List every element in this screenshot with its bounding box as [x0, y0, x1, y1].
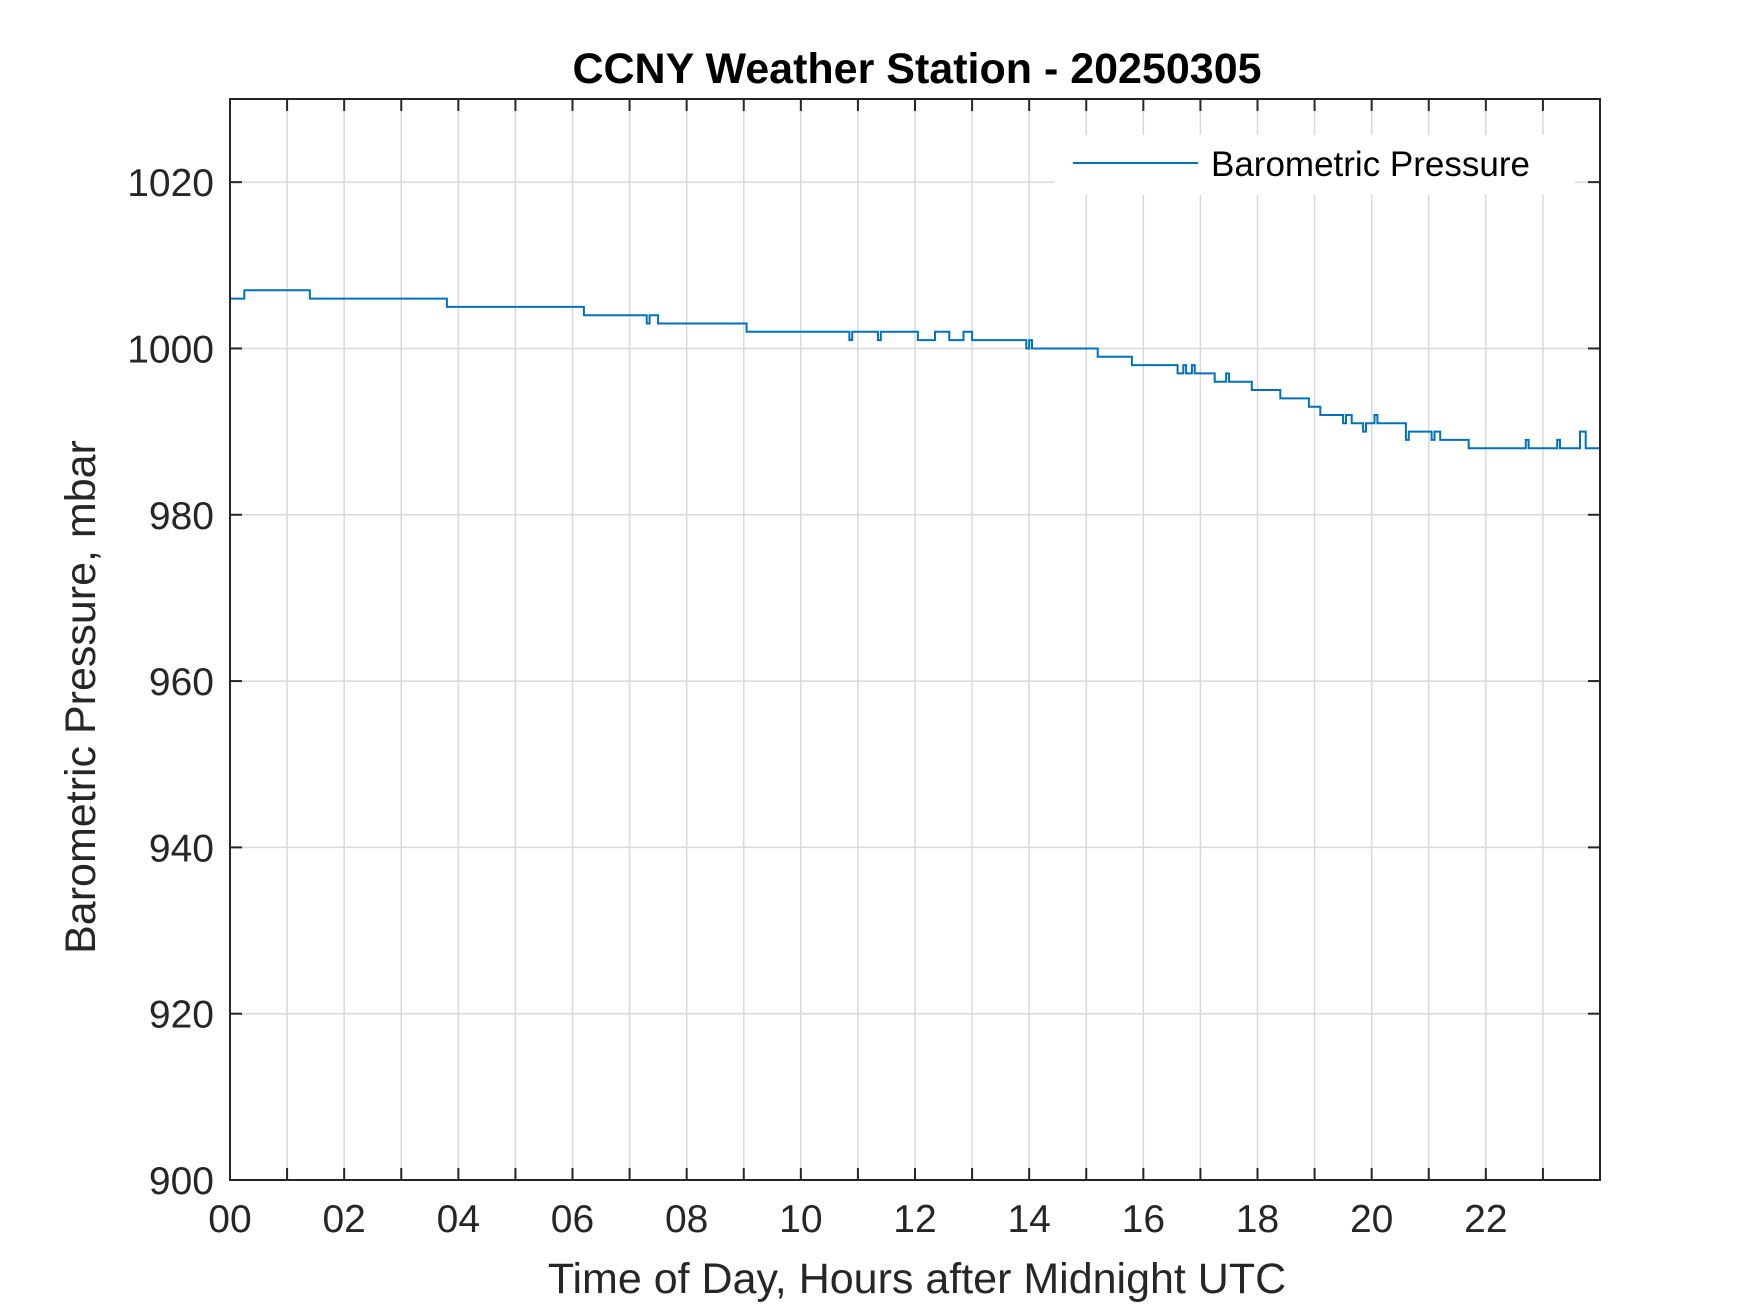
y-tick-labels: 900 920 940 960 980 1000 1020: [127, 162, 214, 1203]
chart-title: CCNY Weather Station - 20250305: [572, 45, 1261, 93]
y-axis-title: Barometric Pressure, mbar: [57, 440, 105, 954]
legend-box: [1055, 135, 1575, 195]
x-tick-label: 20: [1350, 1198, 1393, 1241]
x-tick-label: 06: [551, 1198, 594, 1241]
x-tick-label: 08: [665, 1198, 708, 1241]
y-tick-label: 980: [149, 495, 214, 538]
x-tick-label: 22: [1464, 1198, 1507, 1241]
axes-box: [229, 98, 1601, 1181]
y-tick-label: 1020: [127, 162, 214, 205]
x-tick-label: 02: [322, 1198, 365, 1241]
x-tick-label: 18: [1236, 1198, 1279, 1241]
axis-ticks: [230, 99, 1600, 1181]
y-tick-label: 1000: [127, 328, 214, 371]
series-layer: [230, 289, 1600, 450]
grid-lines: [230, 99, 1600, 1180]
x-tick-label: 14: [1007, 1198, 1050, 1241]
x-tick-label: 12: [893, 1198, 936, 1241]
x-tick-label: 10: [779, 1198, 822, 1241]
legend-label: Barometric Pressure: [1211, 145, 1530, 184]
y-tick-label: 940: [149, 827, 214, 870]
x-tick-labels: 00 02 04 06 08 10 12 14 16 18 20 22: [208, 1198, 1507, 1241]
y-tick-label: 960: [149, 661, 214, 704]
x-tick-label: 16: [1122, 1198, 1165, 1241]
legend: Barometric Pressure: [1055, 135, 1575, 195]
series-line-barometric-pressure: [230, 289, 1600, 450]
x-axis-title: Time of Day, Hours after Midnight UTC: [548, 1255, 1286, 1303]
y-tick-label: 900: [149, 1160, 214, 1203]
y-tick-label: 920: [149, 994, 214, 1037]
x-tick-label: 00: [208, 1198, 251, 1241]
x-tick-label: 04: [437, 1198, 480, 1241]
